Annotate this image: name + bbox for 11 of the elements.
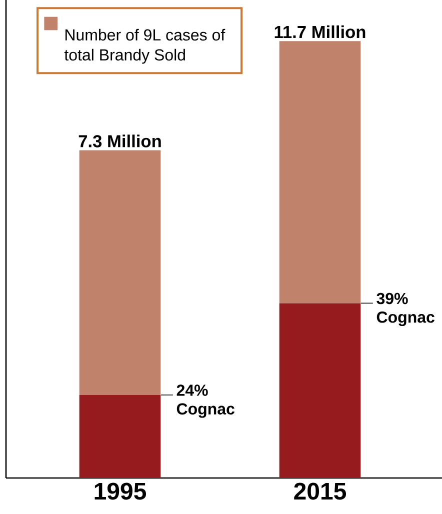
annotation: 7.3 Million	[78, 134, 161, 148]
bar	[79, 150, 161, 395]
x-tick-label: 2015	[294, 482, 346, 500]
annotation: 11.7 Million	[274, 25, 366, 38]
bar	[279, 303, 361, 478]
bar	[279, 41, 361, 304]
legend-label: Number of 9L cases of total Brandy Sold	[64, 28, 226, 64]
annotation: 24% Cognac	[176, 384, 234, 418]
bar	[79, 394, 161, 478]
x-tick-label: 1995	[94, 482, 146, 500]
annotation: 39% Cognac	[376, 292, 434, 326]
